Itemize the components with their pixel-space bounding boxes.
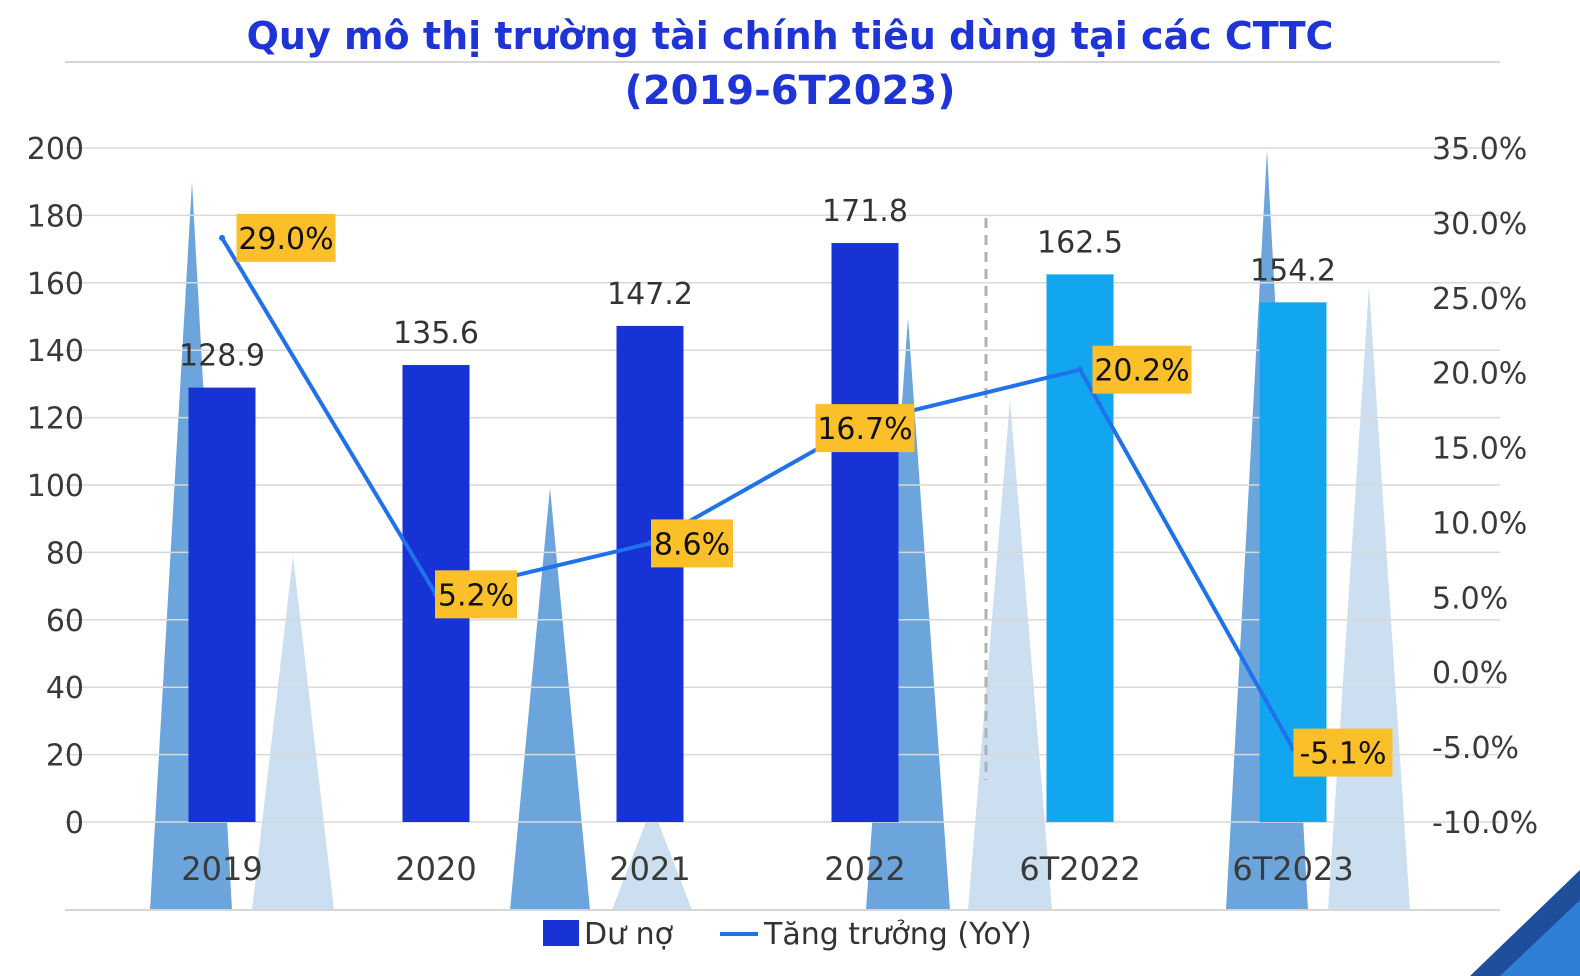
- growth-label-box: [651, 519, 733, 568]
- bar: [188, 387, 256, 822]
- legend-bar-label: Dư nợ: [584, 917, 674, 952]
- chart-title: Quy mô thị trường tài chính tiêu dùng tạ…: [246, 14, 1334, 58]
- left-axis-tick: 60: [46, 604, 84, 639]
- category-label: 6T2022: [1019, 850, 1140, 888]
- right-axis-tick: 0.0%: [1432, 656, 1508, 691]
- decor-triangle: [1328, 286, 1410, 910]
- growth-point: [1077, 366, 1083, 373]
- growth-label-box: [236, 213, 336, 262]
- legend-bar-swatch: [543, 920, 579, 946]
- growth-value-label: 16.7%: [817, 412, 912, 447]
- right-axis-tick: 35.0%: [1432, 132, 1527, 167]
- left-axis-tick: 160: [27, 267, 84, 302]
- bar-value-label: 147.2: [607, 277, 693, 312]
- left-axis-tick: 120: [27, 402, 84, 437]
- growth-value-label: 8.6%: [654, 527, 730, 562]
- category-label: 2020: [395, 850, 476, 888]
- left-axis-tick: 140: [27, 334, 84, 369]
- legend-line-label: Tăng trưởng (YoY): [763, 917, 1032, 952]
- left-axis-tick: 200: [27, 132, 84, 167]
- growth-value-label: 20.2%: [1094, 354, 1189, 389]
- bar: [616, 325, 684, 822]
- decor-triangle: [968, 400, 1052, 910]
- left-axis-tick: 100: [27, 469, 84, 504]
- decor-triangle: [612, 806, 692, 910]
- growth-label-box: [435, 570, 517, 619]
- category-label: 2022: [824, 850, 905, 888]
- chart-subtitle: (2019-6T2023): [624, 68, 956, 114]
- growth-point: [219, 234, 225, 241]
- growth-label-box: [1293, 728, 1393, 777]
- growth-value-label: 29.0%: [238, 222, 333, 257]
- right-axis-tick: 10.0%: [1432, 506, 1527, 541]
- bar-value-label: 135.6: [393, 316, 479, 351]
- right-axis-tick: -5.0%: [1432, 731, 1519, 766]
- left-axis-tick: 0: [65, 806, 84, 841]
- growth-line: [220, 236, 1295, 750]
- right-axis-tick: 5.0%: [1432, 581, 1508, 616]
- bar: [831, 243, 899, 822]
- left-axis-tick: 80: [46, 536, 84, 571]
- left-axis-tick: 180: [27, 199, 84, 234]
- right-axis-tick: 15.0%: [1432, 432, 1527, 467]
- left-axis-tick: 40: [46, 671, 84, 706]
- left-axis-tick: 20: [46, 739, 84, 774]
- growth-value-label: 5.2%: [438, 578, 514, 613]
- right-axis-tick: 20.0%: [1432, 357, 1527, 392]
- bar-value-label: 162.5: [1037, 225, 1123, 260]
- right-axis-tick: 25.0%: [1432, 282, 1527, 317]
- category-label: 2019: [181, 850, 262, 888]
- growth-label-box: [1092, 345, 1192, 394]
- bar-value-label: 171.8: [822, 194, 908, 229]
- bar-value-label: 154.2: [1250, 253, 1336, 288]
- corner-decor: [1500, 900, 1580, 976]
- right-axis-tick: -10.0%: [1432, 806, 1538, 841]
- growth-value-label: -5.1%: [1299, 737, 1386, 772]
- category-label: 2021: [609, 850, 690, 888]
- right-axis-tick: 30.0%: [1432, 207, 1527, 242]
- decor-triangle: [510, 488, 590, 910]
- bar-value-label: 128.9: [179, 339, 265, 374]
- category-label: 6T2023: [1232, 850, 1353, 888]
- growth-label-box: [815, 404, 915, 453]
- decor-triangle: [252, 556, 334, 910]
